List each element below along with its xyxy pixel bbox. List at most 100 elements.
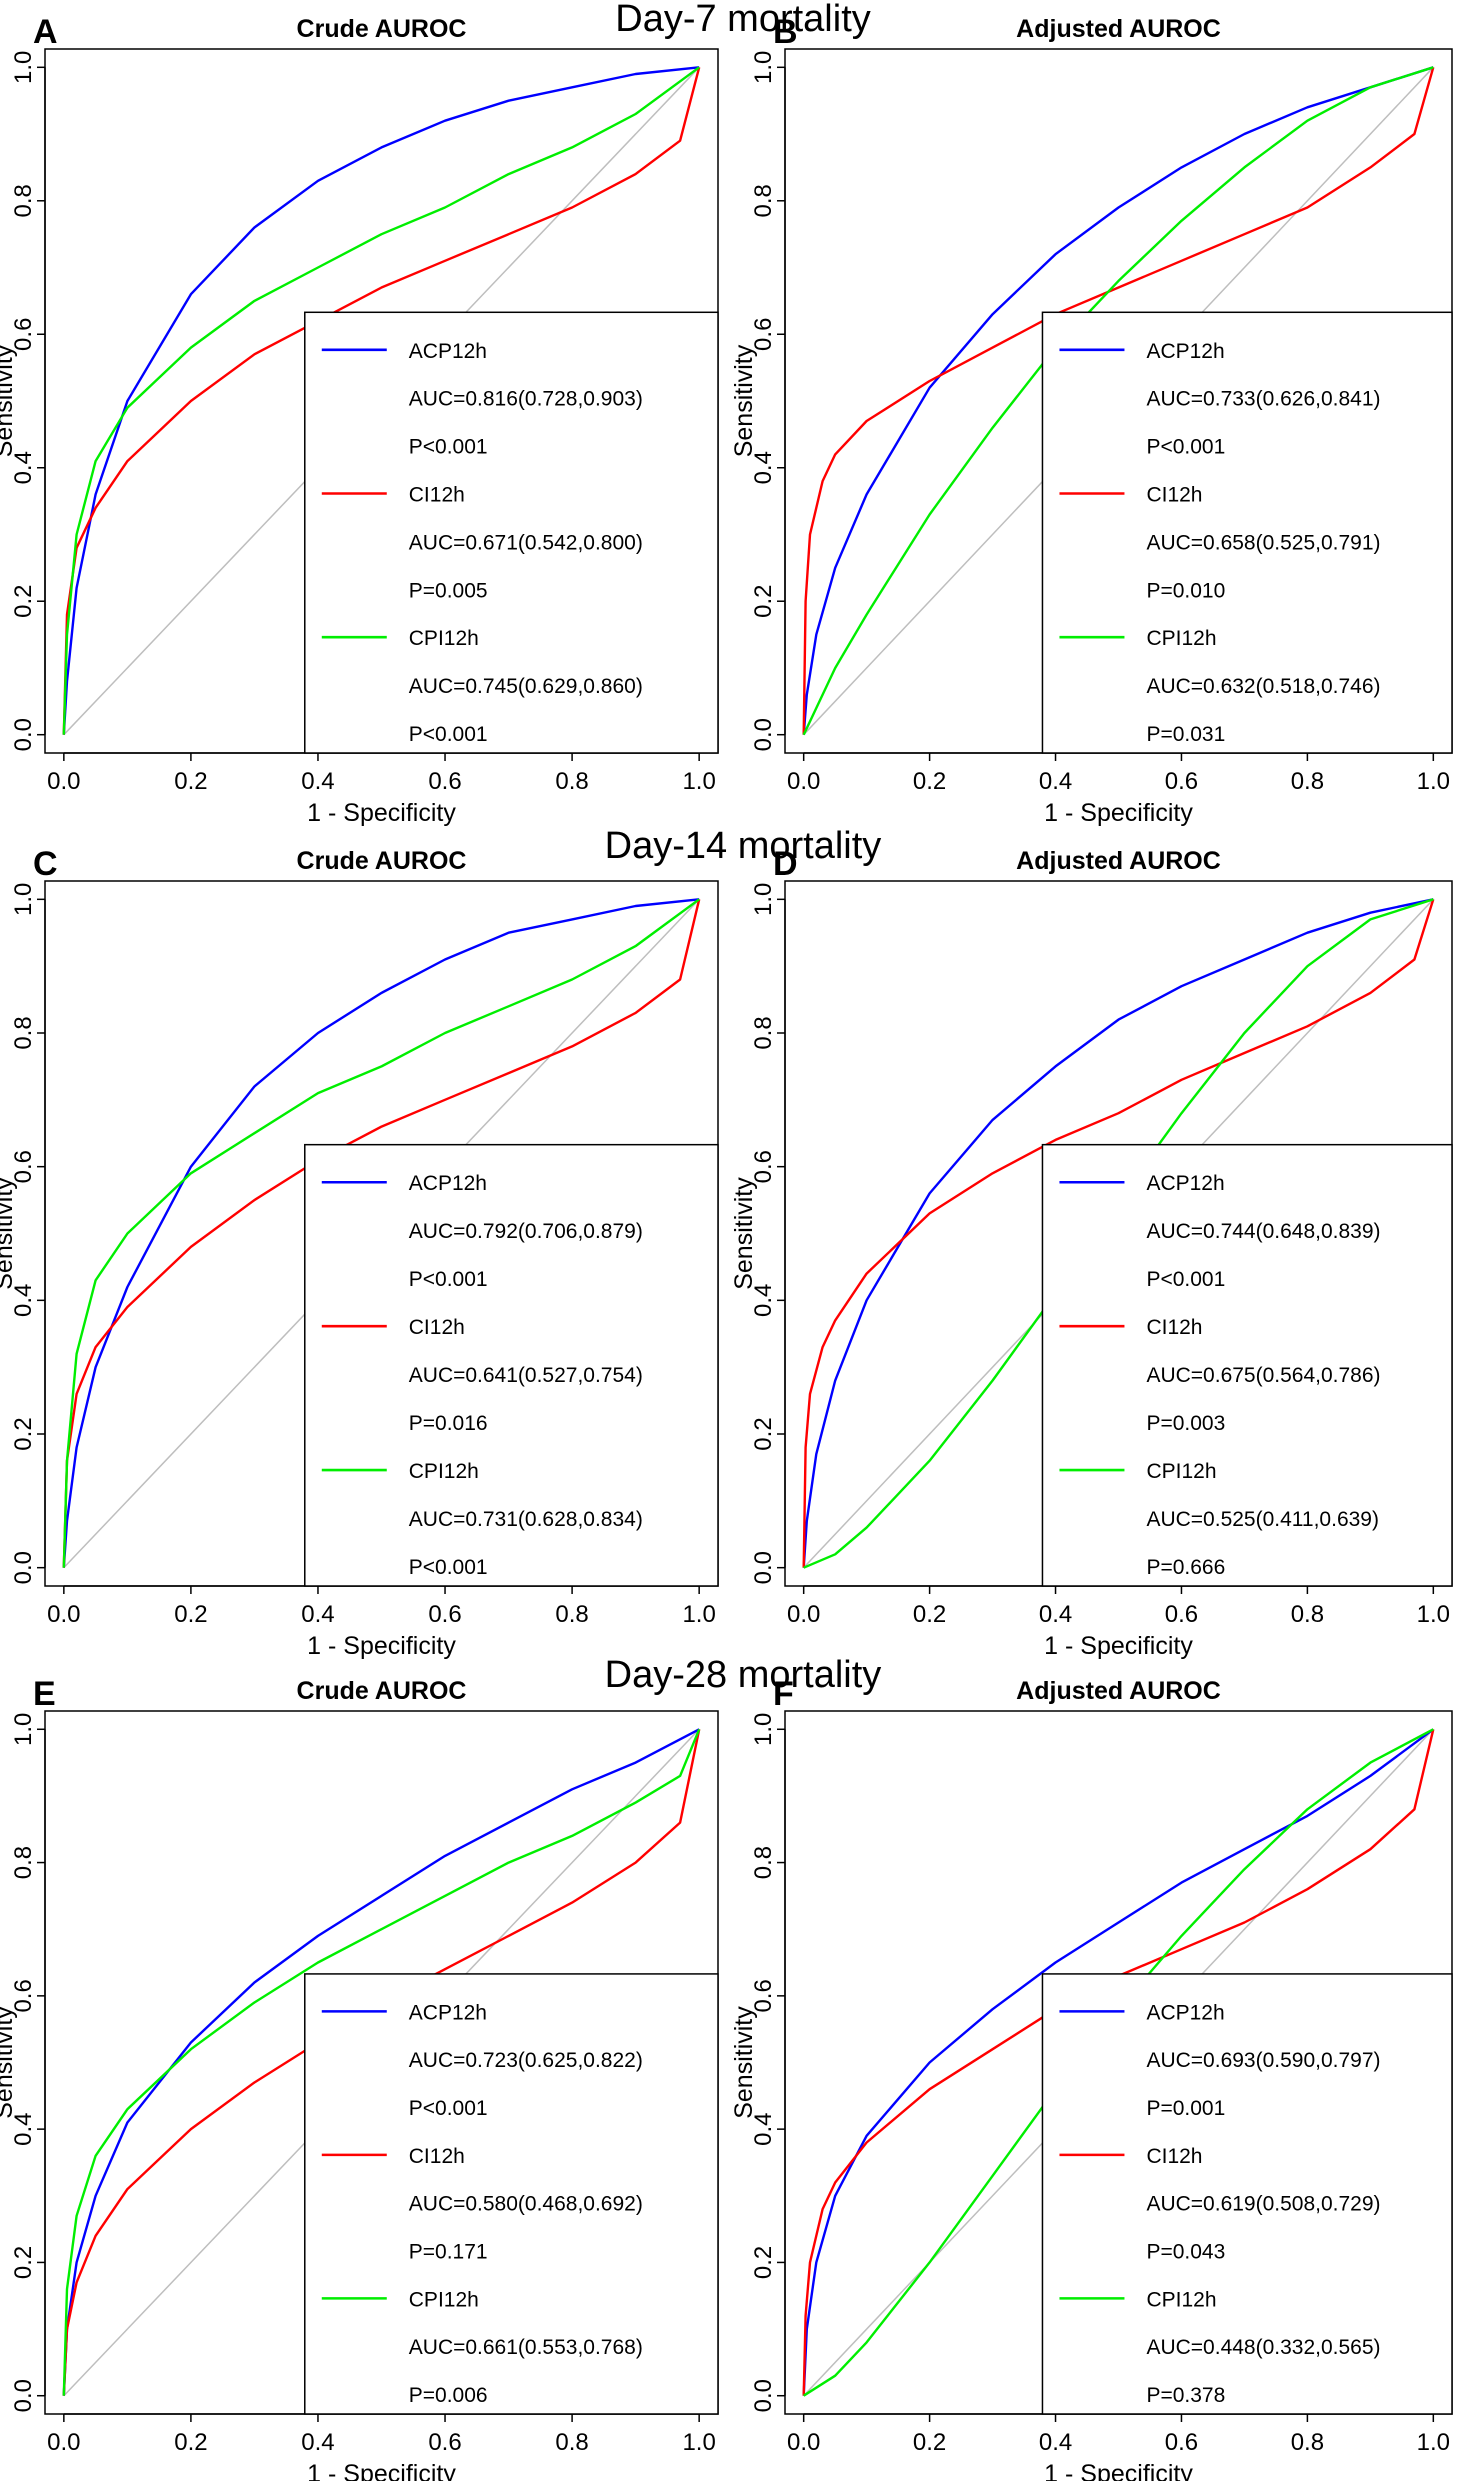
- legend-series-name: CI12h: [409, 2145, 465, 2168]
- roc-line-acp12h: [62, 1728, 700, 2396]
- x-tick-label: 0.2: [913, 1601, 946, 1628]
- y-tick-label: 0.6: [10, 318, 37, 351]
- legend-p-value: P=0.378: [1146, 2384, 1225, 2407]
- y-tick-label: 0.2: [750, 1417, 777, 1450]
- roc-line-cpi12h: [62, 1728, 701, 2396]
- legend-p-value: P<0.001: [1146, 436, 1225, 459]
- y-tick-label: 0.0: [10, 718, 37, 751]
- chart-panel-b: B Adjusted AUROC 0.0 0.2 0.4 0.6 0.8 1.0 1 - Spe…: [730, 13, 1453, 827]
- chart-panel-d: D Adjusted AUROC 0.0 0.2 0.4 0.6 0.8 1.0 1 - Spe…: [730, 845, 1453, 1660]
- x-tick-label: 0.2: [174, 1601, 207, 1628]
- legend-series-name: ACP12h: [409, 2001, 487, 2024]
- legend-auc-text: AUC=0.580(0.468,0.692): [409, 2193, 643, 2216]
- x-tick-label: 1.0: [682, 2429, 715, 2456]
- x-axis-label: 1 - Specificity: [1044, 799, 1193, 827]
- y-tick-label: 0.8: [750, 1016, 777, 1049]
- legend-box: [304, 1973, 719, 2415]
- roc-line-ci12h: [802, 1729, 1435, 2396]
- legend-auc-text: AUC=0.671(0.542,0.800): [409, 531, 643, 554]
- panel-label-c: C: [33, 845, 58, 883]
- legend-series-name: CPI12h: [409, 627, 479, 650]
- x-tick-label: 1.0: [682, 1601, 715, 1628]
- legend: ACP12h AUC=0.816(0.728,0.903) P<0.001 CI12h…: [304, 311, 719, 754]
- x-tick-label: 0.2: [913, 768, 946, 795]
- chart-title: Adjusted AUROC: [1016, 1677, 1221, 1705]
- legend-series-name: CPI12h: [1146, 2288, 1216, 2311]
- legend-auc-text: AUC=0.792(0.706,0.879): [409, 1220, 643, 1243]
- y-tick-label: 0.2: [10, 585, 37, 618]
- x-tick-label: 0.8: [555, 1601, 588, 1628]
- x-tick-label: 0.2: [174, 768, 207, 795]
- x-tick-label: 0.2: [174, 2429, 207, 2456]
- x-tick-label: 0.8: [1291, 1601, 1324, 1628]
- legend-series-name: ACP12h: [1146, 2001, 1224, 2024]
- y-tick-label: 0.4: [10, 451, 37, 484]
- x-axis-label: 1 - Specificity: [1044, 1632, 1193, 1660]
- x-tick-label: 0.8: [1291, 768, 1324, 795]
- x-tick-label: 0.4: [1039, 2429, 1072, 2456]
- x-tick-label: 0.0: [787, 2429, 820, 2456]
- legend-p-value: P<0.001: [409, 436, 488, 459]
- x-tick-label: 0.4: [301, 768, 334, 795]
- roc-line-ci12h: [802, 898, 1435, 1568]
- y-tick-label: 0.2: [10, 1417, 37, 1450]
- x-axis-label: 1 - Specificity: [307, 1632, 456, 1660]
- y-tick-label: 0.0: [10, 1551, 37, 1584]
- chart-panel-c: C Crude AUROC 0.0 0.2 0.4 0.6 0.8 1.0 1 - Specif…: [0, 845, 719, 1660]
- x-tick-label: 0.4: [1039, 1601, 1072, 1628]
- legend-series-name: CI12h: [1146, 2145, 1202, 2168]
- y-tick-label: 0.2: [750, 2246, 777, 2279]
- y-tick-label: 1.0: [10, 1713, 37, 1746]
- chart-panel-a: A Crude AUROC 0.0 0.2 0.4 0.6 0.8 1.0 1 - Specif…: [0, 13, 719, 827]
- y-tick-label: 0.8: [10, 1016, 37, 1049]
- y-axis-label: Sensitivity: [0, 2006, 18, 2119]
- x-axis-label: 1 - Specificity: [1044, 2460, 1193, 2481]
- legend-series-name: CI12h: [1146, 484, 1202, 507]
- x-axis-label: 1 - Specificity: [307, 799, 456, 827]
- x-tick-label: 0.8: [555, 768, 588, 795]
- legend-p-value: P<0.001: [409, 1556, 488, 1579]
- y-tick-label: 1.0: [10, 883, 37, 916]
- legend: ACP12h AUC=0.733(0.626,0.841) P<0.001 CI12h…: [1041, 311, 1453, 754]
- chart-title: Crude AUROC: [297, 847, 467, 875]
- y-tick-label: 1.0: [750, 51, 777, 84]
- y-tick-label: 0.6: [10, 1979, 37, 2012]
- row-title-day7: Day-7 mortality: [615, 0, 871, 40]
- x-tick-label: 1.0: [682, 768, 715, 795]
- x-tick-label: 0.6: [1165, 768, 1198, 795]
- legend-p-value: P=0.666: [1146, 1556, 1225, 1579]
- y-axis-label: Sensitivity: [0, 1177, 18, 1290]
- y-tick-label: 0.0: [750, 718, 777, 751]
- x-tick-label: 0.4: [301, 2429, 334, 2456]
- x-tick-label: 0.6: [428, 1601, 461, 1628]
- legend: ACP12h AUC=0.744(0.648,0.839) P<0.001 CI12h…: [1041, 1143, 1453, 1587]
- y-tick-label: 1.0: [10, 51, 37, 84]
- roc-line-cpi12h: [62, 66, 700, 735]
- legend-p-value: P=0.010: [1146, 579, 1225, 602]
- y-tick-label: 0.6: [750, 1150, 777, 1183]
- chart-panel-e: E Crude AUROC 0.0 0.2 0.4 0.6 0.8 1.0 1 - Specif…: [0, 1675, 719, 2481]
- y-tick-label: 1.0: [750, 883, 777, 916]
- legend-p-value: P<0.001: [409, 723, 488, 746]
- x-tick-label: 0.0: [787, 768, 820, 795]
- legend-p-value: P<0.001: [1146, 1268, 1225, 1291]
- x-tick-label: 1.0: [1417, 2429, 1450, 2456]
- chart-panel-f: F Adjusted AUROC 0.0 0.2 0.4 0.6 0.8 1.0 1 - Spe…: [730, 1675, 1453, 2481]
- legend-series-name: CPI12h: [1146, 627, 1216, 650]
- panel-label-f: F: [773, 1675, 794, 1713]
- y-tick-label: 0.8: [750, 184, 777, 217]
- y-tick-label: 0.4: [10, 2112, 37, 2145]
- y-axis-label: Sensitivity: [730, 2006, 758, 2119]
- x-tick-label: 0.0: [787, 1601, 820, 1628]
- y-axis-label: Sensitivity: [0, 344, 18, 457]
- legend-p-value: P=0.031: [1146, 723, 1225, 746]
- legend-p-value: P=0.003: [1146, 1412, 1225, 1435]
- legend-auc-text: AUC=0.619(0.508,0.729): [1146, 2193, 1380, 2216]
- legend-auc-text: AUC=0.693(0.590,0.797): [1146, 2049, 1380, 2072]
- panel-label-a: A: [33, 13, 58, 51]
- y-tick-label: 0.6: [10, 1150, 37, 1183]
- y-tick-label: 0.8: [10, 184, 37, 217]
- legend-box: [304, 1143, 719, 1587]
- x-tick-label: 0.4: [1039, 768, 1072, 795]
